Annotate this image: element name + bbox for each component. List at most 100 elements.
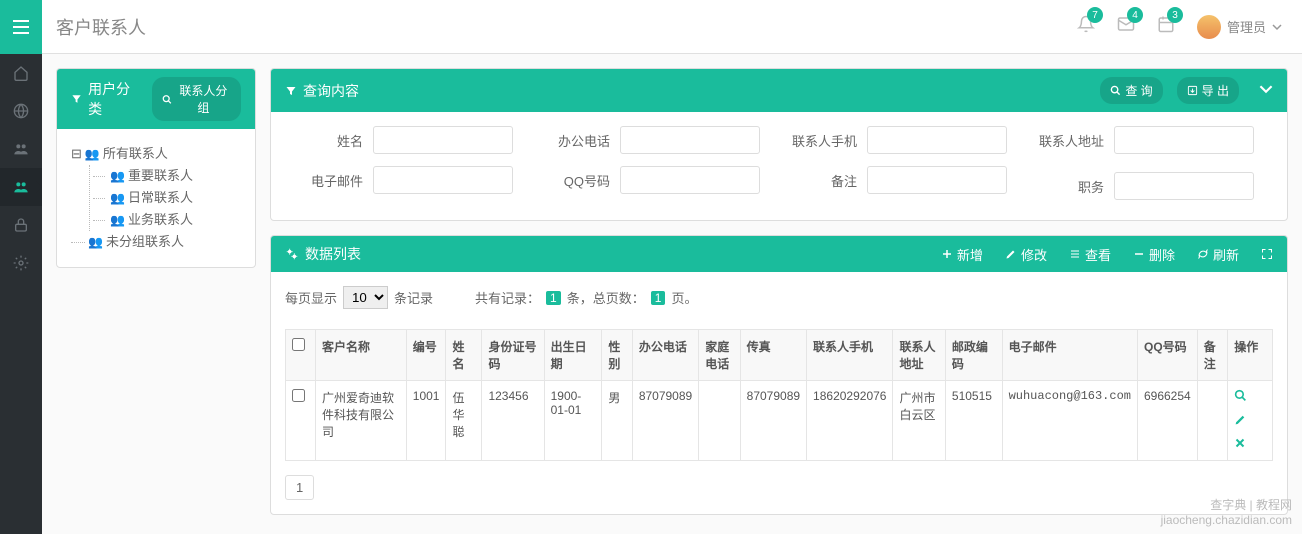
contacts-icon (13, 179, 29, 195)
col-fax: 传真 (740, 330, 806, 381)
delete-button[interactable]: 删除 (1133, 245, 1175, 264)
pencil-icon (1005, 248, 1017, 260)
label-remark: 备注 (779, 171, 867, 190)
total-records-badge: 1 (546, 291, 561, 305)
tree-node[interactable]: 👥 日常联系人 (93, 187, 241, 209)
col-email: 电子邮件 (1002, 330, 1137, 381)
col-gender: 性别 (602, 330, 632, 381)
sidebar-item-users[interactable] (0, 130, 42, 168)
expand-icon (1261, 248, 1273, 260)
sidebar-item-home[interactable] (0, 54, 42, 92)
tree-panel: 用户分类 联系人分组 ⊟ 👥 所有联系人 👥 重要联系人 👥 日常联系人 👥 业… (56, 68, 256, 268)
select-all-checkbox[interactable] (292, 338, 305, 351)
search-panel: 查询内容 查 询 导 出 姓名 (270, 68, 1288, 221)
menu-toggle[interactable] (0, 0, 42, 54)
pagination: 1 (285, 475, 1273, 500)
cell-name: 伍华聪 (446, 381, 482, 461)
cell-fax: 87079089 (740, 381, 806, 461)
group-icon: 👥 (85, 143, 100, 165)
hamburger-icon (13, 20, 29, 34)
calendar-badge: 3 (1167, 7, 1183, 23)
row-view-button[interactable] (1234, 389, 1247, 405)
cell-office-phone: 87079089 (632, 381, 698, 461)
cell-home-phone (699, 381, 740, 461)
cogs-icon (285, 247, 299, 261)
tree-panel-title: 用户分类 (88, 79, 140, 119)
table-header-row: 客户名称 编号 姓名 身份证号码 出生日期 性别 办公电话 家庭电话 传真 联系… (286, 330, 1273, 381)
col-birth: 出生日期 (544, 330, 602, 381)
row-checkbox[interactable] (292, 389, 305, 402)
search-icon (1110, 85, 1121, 96)
input-address[interactable] (1114, 126, 1254, 154)
table-row: 广州爱奇迪软件科技有限公司 1001 伍华聪 123456 1900-01-01… (286, 381, 1273, 461)
data-list-title: 数据列表 (305, 244, 361, 264)
lock-icon (13, 217, 29, 233)
cell-birth: 1900-01-01 (544, 381, 602, 461)
refresh-button[interactable]: 刷新 (1197, 245, 1239, 264)
col-name: 姓名 (446, 330, 482, 381)
sidebar-item-globe[interactable] (0, 92, 42, 130)
group-icon: 👥 (110, 165, 125, 187)
row-delete-button[interactable] (1234, 437, 1246, 452)
search-icon (1234, 389, 1247, 402)
mail-badge: 4 (1127, 7, 1143, 23)
cell-customer: 广州爱奇迪软件科技有限公司 (316, 381, 407, 461)
input-qq[interactable] (620, 166, 760, 194)
edit-button[interactable]: 修改 (1005, 245, 1047, 264)
input-name[interactable] (373, 126, 513, 154)
home-icon (13, 65, 29, 81)
search-icon (162, 94, 172, 105)
input-office-phone[interactable] (620, 126, 760, 154)
export-button[interactable]: 导 出 (1177, 77, 1239, 104)
label-email: 电子邮件 (285, 171, 373, 190)
page-size-select[interactable]: 10 (343, 286, 388, 309)
cell-mobile: 18620292076 (807, 381, 893, 461)
sidebar-item-settings[interactable] (0, 244, 42, 282)
row-edit-button[interactable] (1234, 413, 1247, 429)
group-icon: 👥 (110, 209, 125, 231)
sidebar-item-lock[interactable] (0, 206, 42, 244)
input-position[interactable] (1114, 172, 1254, 200)
add-button[interactable]: 新增 (941, 245, 983, 264)
page-1[interactable]: 1 (285, 475, 314, 500)
contact-group-button[interactable]: 联系人分组 (152, 77, 241, 121)
filter-icon (71, 93, 82, 105)
query-button[interactable]: 查 询 (1100, 77, 1162, 104)
search-panel-title: 查询内容 (303, 81, 359, 101)
records-bar: 每页显示 10 条记录 共有记录： 1 条，总页数： 1 页。 (285, 286, 1273, 323)
collapse-toggle[interactable] (1259, 82, 1273, 99)
pencil-icon (1234, 413, 1247, 426)
notification-calendar[interactable]: 3 (1157, 15, 1175, 38)
cell-email: wuhuacong@163.com (1002, 381, 1137, 461)
col-remark: 备注 (1197, 330, 1227, 381)
col-ops: 操作 (1228, 330, 1273, 381)
col-home-phone: 家庭电话 (699, 330, 740, 381)
col-customer: 客户名称 (316, 330, 407, 381)
contact-tree: ⊟ 👥 所有联系人 👥 重要联系人 👥 日常联系人 👥 业务联系人 👥 未分组联… (71, 143, 241, 253)
label-office-phone: 办公电话 (532, 131, 620, 150)
chevron-down-icon (1259, 82, 1273, 96)
fullscreen-button[interactable] (1261, 248, 1273, 260)
col-zip: 邮政编码 (945, 330, 1002, 381)
users-icon (13, 141, 29, 157)
user-menu[interactable]: 管理员 (1197, 15, 1282, 39)
cell-address: 广州市白云区 (893, 381, 945, 461)
data-list-panel: 数据列表 新增 修改 查看 删除 刷新 每页显示 10 条记录 共有记录： (270, 235, 1288, 515)
notification-bell[interactable]: 7 (1077, 15, 1095, 38)
tree-root[interactable]: ⊟ 👥 所有联系人 (71, 143, 241, 165)
tree-unassigned[interactable]: 👥 未分组联系人 (71, 231, 241, 253)
gear-icon (13, 255, 29, 271)
cell-gender: 男 (602, 381, 632, 461)
close-icon (1234, 437, 1246, 449)
col-address: 联系人地址 (893, 330, 945, 381)
view-button[interactable]: 查看 (1069, 245, 1111, 264)
sidebar-item-contacts[interactable] (0, 168, 42, 206)
input-email[interactable] (373, 166, 513, 194)
tree-node[interactable]: 👥 重要联系人 (93, 165, 241, 187)
col-qq: QQ号码 (1137, 330, 1197, 381)
tree-node[interactable]: 👥 业务联系人 (93, 209, 241, 231)
notification-mail[interactable]: 4 (1117, 15, 1135, 38)
input-remark[interactable] (867, 166, 1007, 194)
label-name: 姓名 (285, 131, 373, 150)
input-mobile[interactable] (867, 126, 1007, 154)
